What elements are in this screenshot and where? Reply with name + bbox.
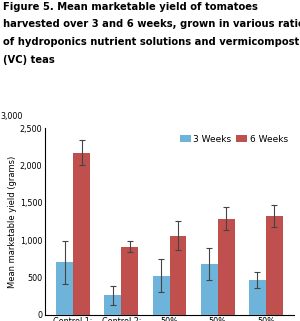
Text: 3,000: 3,000 xyxy=(0,112,22,121)
Bar xyxy=(169,236,186,315)
Bar xyxy=(73,152,90,315)
Bar xyxy=(218,219,235,315)
Bar xyxy=(104,295,121,315)
Text: harvested over 3 and 6 weeks, grown in various ratios: harvested over 3 and 6 weeks, grown in v… xyxy=(3,19,300,29)
Text: (VC) teas: (VC) teas xyxy=(3,55,55,65)
Bar xyxy=(249,280,266,315)
Text: of hydroponics nutrient solutions and vermicompost: of hydroponics nutrient solutions and ve… xyxy=(3,37,299,47)
Y-axis label: Mean marketable yield (grams): Mean marketable yield (grams) xyxy=(8,155,17,288)
Bar xyxy=(153,276,169,315)
Bar xyxy=(201,264,218,315)
Legend: 3 Weeks, 6 Weeks: 3 Weeks, 6 Weeks xyxy=(178,133,290,145)
Bar xyxy=(56,263,73,315)
Text: Figure 5. Mean marketable yield of tomatoes: Figure 5. Mean marketable yield of tomat… xyxy=(3,2,258,12)
Bar xyxy=(121,247,138,315)
Bar xyxy=(266,216,283,315)
